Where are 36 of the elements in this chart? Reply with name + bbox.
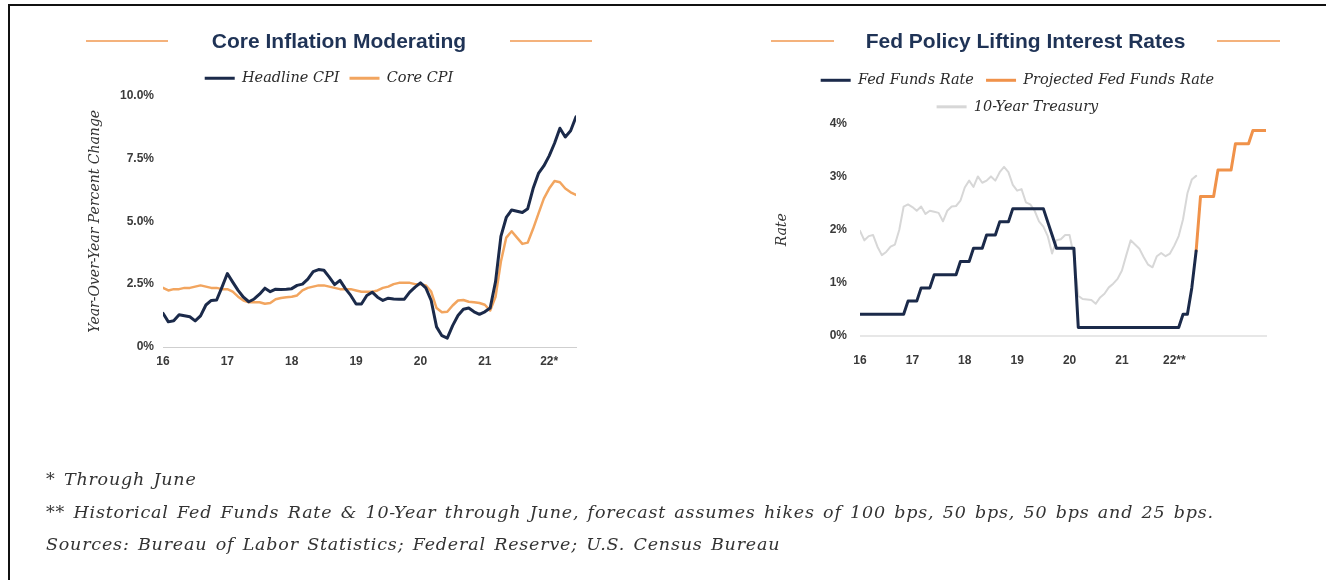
- y-tick-label: 0%: [829, 327, 848, 342]
- y-tick-label: 0%: [136, 339, 155, 354]
- legend-label: 10-Year Treasury: [973, 97, 1100, 114]
- legend-label: Core CPI: [386, 69, 454, 86]
- y-tick-label: 10.0%: [119, 87, 155, 102]
- x-tick-label: 16: [853, 352, 867, 367]
- text: * Through June: [46, 468, 198, 491]
- x-tick-label: 22*: [540, 353, 559, 368]
- y-tick-label: 1%: [829, 274, 848, 289]
- y-axis-title: Year-Over-Year Percent Change: [86, 109, 103, 333]
- legend-label: Headline CPI: [240, 69, 340, 86]
- y-axis-title: Rate: [773, 212, 790, 247]
- chart-title: Fed Policy Lifting Interest Rates: [865, 29, 1186, 53]
- y-tick-label: 5.0%: [126, 213, 155, 228]
- y-tick-label: 7.5%: [126, 150, 155, 165]
- y-tick-label: 3%: [829, 168, 848, 183]
- y-tick-label: 4%: [829, 115, 848, 130]
- x-tick-label: 18: [958, 352, 972, 367]
- x-tick-label: 21: [478, 353, 492, 368]
- x-tick-label: 19: [349, 353, 364, 368]
- y-tick-label: 2%: [829, 221, 848, 236]
- source-note: Sources: Bureau of Labor Statistics; Federal Reserve; U.S. Census Bureau: [46, 533, 782, 556]
- chart-title: Core Inflation Moderating: [211, 29, 467, 53]
- x-tick-label: 22**: [1162, 352, 1186, 367]
- x-tick-label: 19: [1010, 352, 1025, 367]
- x-tick-label: 18: [285, 353, 299, 368]
- legend-label: Projected Fed Funds Rate: [1022, 70, 1215, 87]
- x-tick-label: 20: [413, 353, 428, 368]
- x-tick-label: 17: [905, 352, 920, 367]
- x-tick-label: 20: [1062, 352, 1077, 367]
- x-tick-label: 16: [156, 353, 170, 368]
- y-tick-label: 2.5%: [126, 276, 155, 291]
- x-tick-label: 21: [1115, 352, 1129, 367]
- x-tick-label: 17: [220, 353, 235, 368]
- text: ** Historical Fed Funds Rate & 10-Year through June, forecast assumes hikes of 100 bps, 50 bps, 50 bps and 25 bps.: [46, 500, 1214, 524]
- legend-label: Fed Funds Rate: [856, 70, 974, 87]
